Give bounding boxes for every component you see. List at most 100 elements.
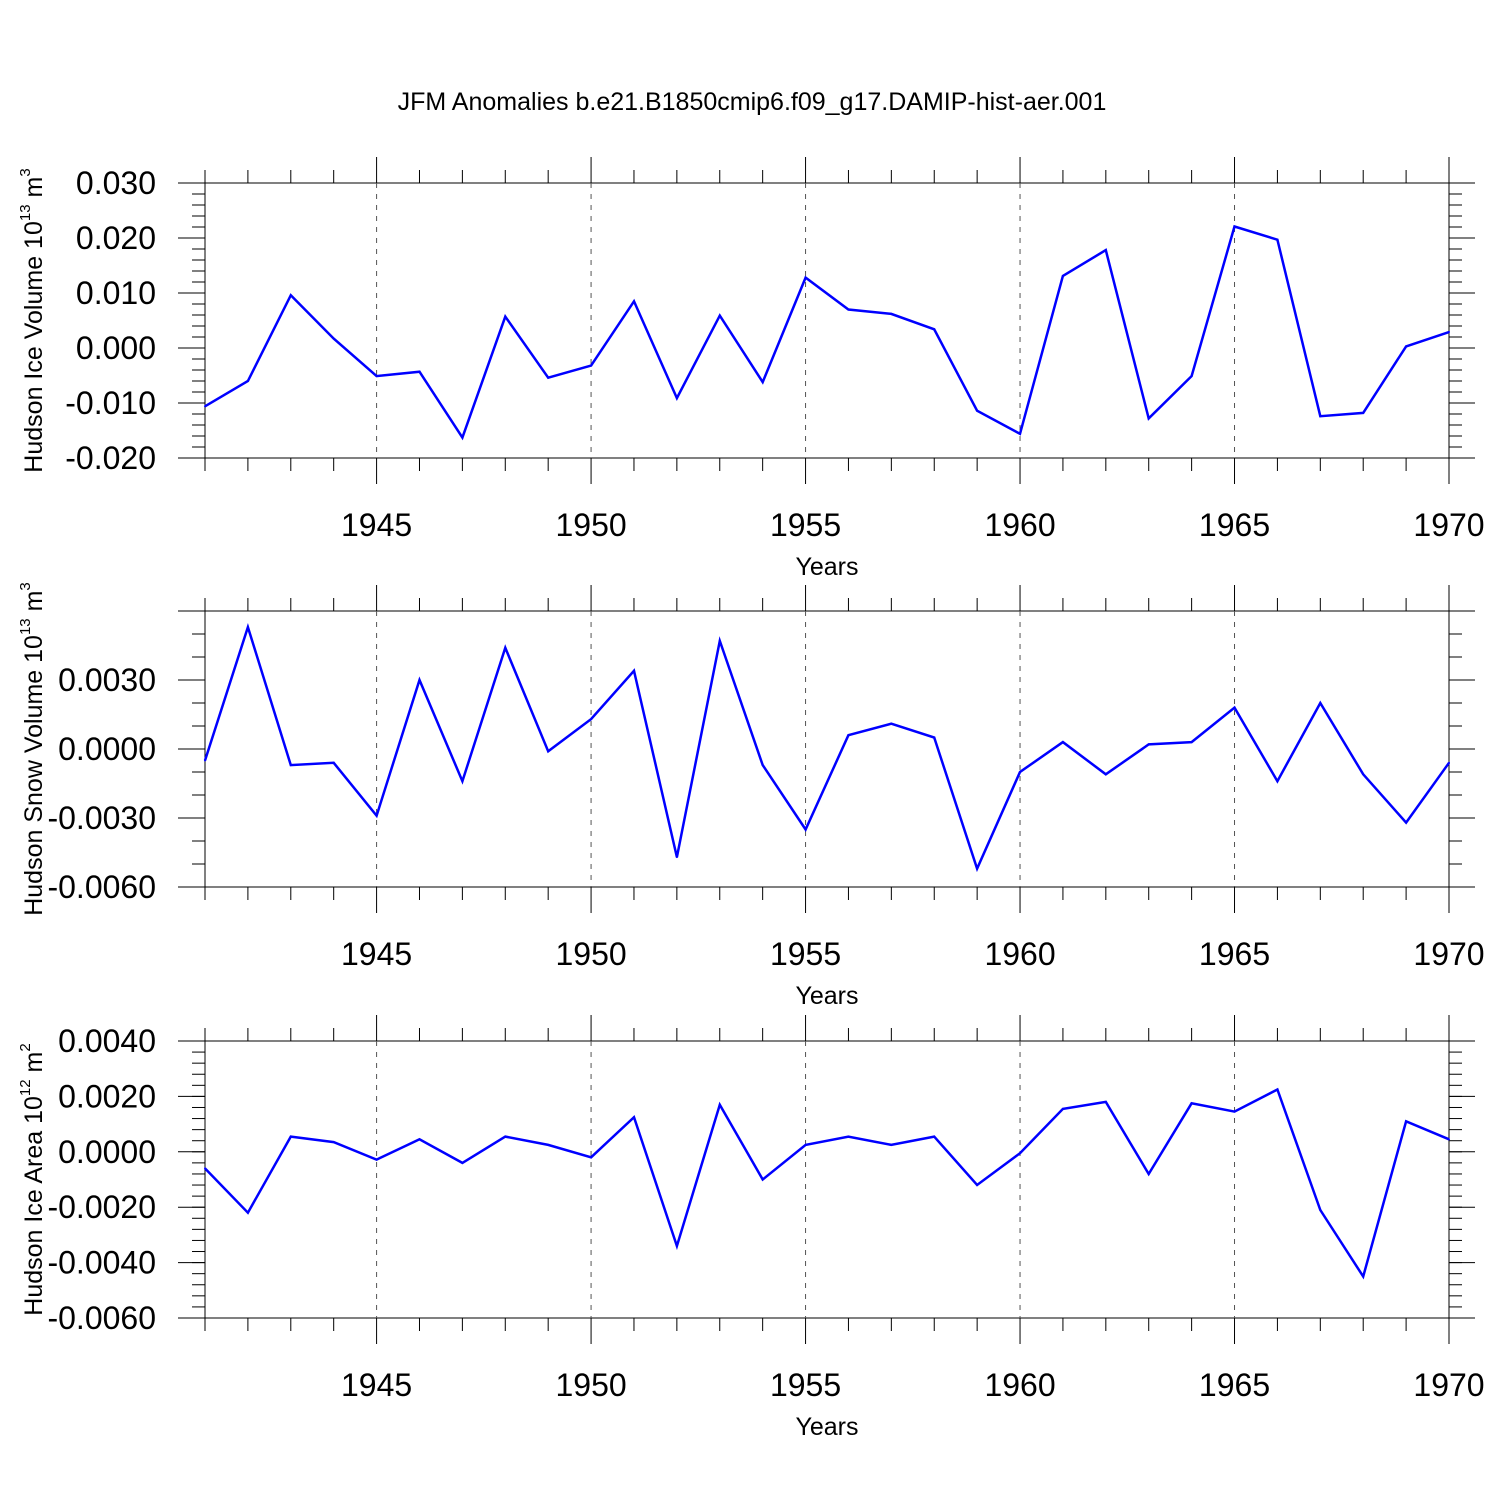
x-tick-label: 1970 <box>1413 936 1484 972</box>
y-tick-label: 0.0040 <box>58 1023 156 1059</box>
data-point <box>332 1141 335 1144</box>
data-point <box>1362 773 1365 776</box>
data-point <box>761 1178 764 1181</box>
data-point <box>418 679 421 681</box>
x-axis-label: Years <box>795 1413 858 1441</box>
data-point <box>890 312 893 315</box>
y-tick-label: 0.0000 <box>58 1134 156 1170</box>
data-point <box>204 1167 206 1170</box>
data-point <box>976 409 979 412</box>
y-tick-label: -0.0060 <box>47 869 156 905</box>
data-point <box>933 1135 936 1138</box>
data-point <box>847 308 850 311</box>
y-tick-label: 0.0000 <box>58 731 156 767</box>
x-tick-label: 1970 <box>1413 507 1484 543</box>
data-point <box>1233 706 1236 709</box>
data-point <box>204 405 206 408</box>
data-point <box>933 736 936 739</box>
data-point <box>1061 741 1064 744</box>
data-point <box>418 1138 421 1141</box>
data-point <box>1147 417 1150 420</box>
data-point <box>933 328 936 331</box>
data-point <box>761 764 764 767</box>
y-tick-label: 0.010 <box>76 275 156 311</box>
data-point <box>504 1135 507 1138</box>
x-axis-label: Years <box>795 982 858 1010</box>
data-point <box>1448 331 1450 334</box>
series-line-2 <box>203 622 1451 873</box>
data-point <box>461 780 464 783</box>
data-point <box>804 276 807 279</box>
x-tick-label: 1960 <box>984 507 1055 543</box>
y-tick-label: -0.020 <box>65 440 156 476</box>
y-tick-label: -0.0020 <box>47 1189 156 1225</box>
data-point <box>1362 411 1365 414</box>
data-point <box>204 759 206 762</box>
data-point <box>804 1143 807 1146</box>
data-point <box>1405 821 1408 824</box>
data-point <box>1448 1138 1450 1141</box>
data-point <box>1276 1088 1279 1091</box>
data-point <box>632 669 635 672</box>
data-point <box>1319 415 1322 418</box>
x-tick-label: 1965 <box>1199 936 1270 972</box>
x-axis-label: Years <box>795 553 858 581</box>
panel-1: 1945 1950 1955 1960 1965 1970 Years -0.020 -0.01… <box>17 157 1485 581</box>
data-point <box>289 294 292 297</box>
data-point <box>590 364 593 367</box>
data-point <box>547 376 550 379</box>
x-tick-label: 1960 <box>984 936 1055 972</box>
data-point <box>1233 1110 1236 1113</box>
x-tick-label: 1965 <box>1199 507 1270 543</box>
data-point <box>1147 1172 1150 1175</box>
data-point <box>1061 1107 1064 1110</box>
data-point <box>718 639 721 642</box>
data-point <box>804 828 807 831</box>
data-point <box>1019 432 1022 435</box>
data-point <box>632 300 635 303</box>
y-axis-label: Hudson Ice Area 1012 m2 <box>17 1043 48 1315</box>
data-point <box>675 397 678 400</box>
data-point <box>1104 1100 1107 1103</box>
data-point <box>418 370 421 373</box>
data-point <box>632 1116 635 1119</box>
data-point <box>1319 702 1322 704</box>
data-point <box>375 814 378 817</box>
x-tick-label: 1945 <box>341 1367 412 1403</box>
x-tick-label: 1970 <box>1413 1367 1484 1403</box>
data-point <box>547 1143 550 1146</box>
y-tick-label: 0.030 <box>76 165 156 201</box>
data-point <box>1190 1102 1193 1105</box>
chart-panels: 1945 1950 1955 1960 1965 1970 Years -0.020 -0.01… <box>17 157 1485 1441</box>
data-point <box>590 1156 593 1159</box>
data-point <box>461 1161 464 1164</box>
panel-2: 1945 1950 1955 1960 1965 1970 Years -0.0060 -0.0… <box>17 582 1485 1010</box>
data-point <box>289 764 292 767</box>
data-point <box>332 337 335 340</box>
data-point <box>1362 1275 1365 1278</box>
chart-title: JFM Anomalies b.e21.B1850cmip6.f09_g17.D… <box>398 88 1107 116</box>
x-tick-label: 1950 <box>555 936 626 972</box>
data-point <box>375 1158 378 1161</box>
data-point <box>1019 1152 1022 1155</box>
x-tick-label: 1955 <box>770 936 841 972</box>
data-point <box>1448 761 1450 764</box>
data-point <box>590 718 593 721</box>
data-point <box>1190 375 1193 378</box>
data-point <box>246 1211 249 1214</box>
data-point <box>1190 741 1193 744</box>
data-point <box>976 867 979 870</box>
y-axis-label: Hudson Snow Volume 1013 m3 <box>17 582 48 916</box>
data-point <box>675 856 678 859</box>
series-line-1 <box>204 224 1450 441</box>
data-point <box>847 734 850 737</box>
data-point <box>890 1143 893 1146</box>
data-point <box>547 750 550 753</box>
data-point <box>761 381 764 384</box>
y-tick-label: 0.0030 <box>58 662 156 698</box>
y-tick-label: -0.010 <box>65 385 156 421</box>
data-point <box>246 380 249 382</box>
y-tick-label: -0.0060 <box>47 1300 156 1336</box>
data-point <box>1104 249 1107 252</box>
